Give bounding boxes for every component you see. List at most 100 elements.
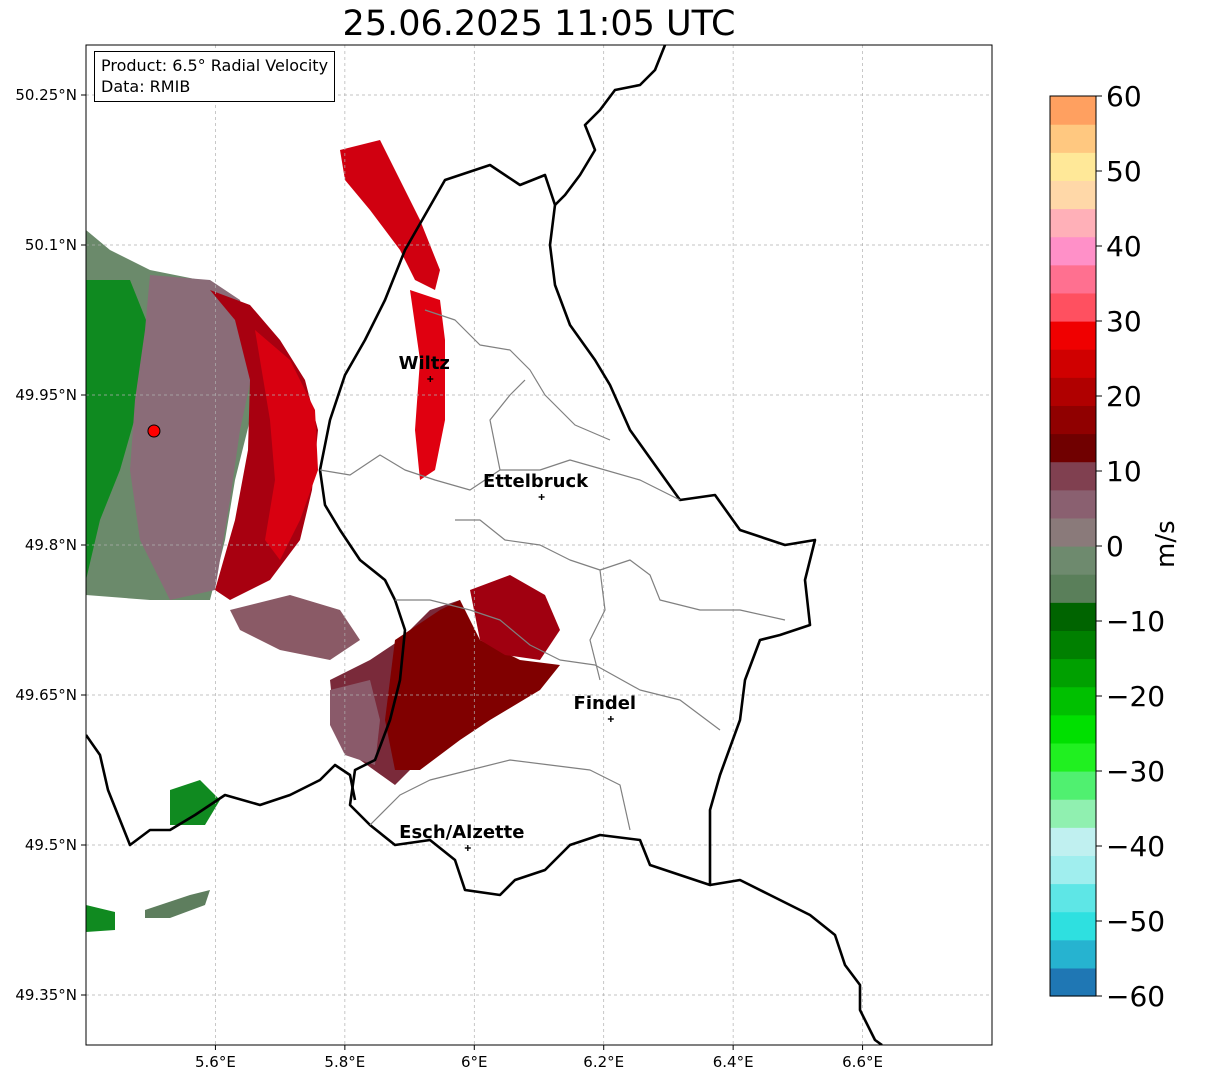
colorbar-tick-label: −30 (1106, 755, 1165, 788)
germany-france-border (709, 878, 883, 1045)
canton-luxembourg-east (589, 569, 606, 681)
colorbar-tick-label: 10 (1106, 455, 1142, 488)
lon-tick-label: 6.6°E (842, 1053, 883, 1071)
colorbar-tick-label: −20 (1106, 680, 1165, 713)
boundaries (86, 45, 883, 1045)
axis-ticks: 5.6°E 5.8°E 6°E 6.2°E 6.4°E 6.6°E 50.25°N 50.1°… (15, 86, 883, 1071)
canton-south-central (395, 599, 721, 731)
colorbar-tick-label: −50 (1106, 905, 1165, 938)
colorbar-segment (1050, 799, 1096, 828)
colorbar: 60 50 40 30 20 10 0 −10 −20 −30 −40 −50 −60 (1049, 80, 1165, 1013)
colorbar-segment (1050, 264, 1096, 294)
colorbar-segment (1050, 630, 1096, 660)
colorbar-segment (1050, 377, 1096, 406)
colorbar-tick-label: 20 (1106, 380, 1142, 413)
colorbar-segment (1050, 911, 1096, 941)
colorbar-segment (1050, 124, 1096, 153)
lat-tick-label: 49.35°N (15, 986, 77, 1004)
lon-tick-label: 5.8°E (324, 1053, 365, 1071)
map-title: 25.06.2025 11:05 UTC (342, 4, 736, 44)
colorbar-segment (1050, 714, 1096, 744)
lon-tick-label: 6.4°E (713, 1053, 754, 1071)
colorbar-segment (1050, 855, 1096, 885)
lon-tick-label: 6°E (461, 1053, 488, 1071)
colorbar-tick-label: 30 (1106, 305, 1142, 338)
colorbar-segment (1050, 321, 1096, 350)
echo-bright-red-west (255, 330, 318, 560)
colorbar-segment (1050, 349, 1096, 378)
product-info-box: Product: 6.5° Radial Velocity Data: RMIB (94, 51, 336, 102)
belgium-france-border (86, 734, 357, 847)
data-source-label: Data: RMIB (101, 77, 191, 96)
colorbar-segment (1050, 827, 1096, 856)
colorbar-segment (1050, 602, 1096, 631)
canton-north-south (319, 454, 681, 501)
city-esch-alzette: Esch/Alzette (399, 822, 524, 851)
colorbar-segment (1050, 939, 1096, 969)
product-label: Product: 6.5° Radial Velocity (101, 56, 329, 75)
lat-tick-label: 49.8°N (25, 536, 77, 554)
colorbar-segment (1050, 546, 1096, 575)
colorbar-tick-label: −10 (1106, 605, 1165, 638)
colorbar-segment (1050, 489, 1096, 519)
colorbar-segment (1050, 883, 1096, 913)
lat-tick-label: 49.95°N (15, 386, 77, 404)
echo-green-patch (170, 780, 220, 825)
lat-tick-label: 50.25°N (15, 86, 77, 104)
colorbar-segment (1050, 686, 1096, 716)
city-ettelbruck: Ettelbruck (483, 471, 589, 500)
city-label: Ettelbruck (483, 471, 589, 492)
canton-wiltz-clervaux (424, 309, 611, 441)
echo-green-sw (86, 905, 115, 932)
colorbar-tick-label: 60 (1106, 80, 1142, 113)
city-label: Esch/Alzette (399, 822, 524, 843)
radar-site-marker (147, 424, 161, 438)
lat-tick-label: 49.5°N (25, 836, 77, 854)
colorbar-segment (1050, 96, 1096, 125)
lat-tick-label: 50.1°N (25, 236, 77, 254)
echo-mauve-west (130, 275, 255, 600)
colorbar-segment (1050, 292, 1096, 322)
colorbar-segment (1050, 433, 1096, 463)
colorbar-segment (1050, 967, 1096, 997)
city-label: Wiltz (399, 353, 450, 374)
colorbar-tick-label: −60 (1106, 980, 1165, 1013)
colorbar-segment (1050, 574, 1096, 603)
colorbar-segment (1050, 771, 1096, 800)
colorbar-segment (1050, 405, 1096, 435)
colorbar-tick-label: 40 (1106, 230, 1142, 263)
echo-wiltz-streak (410, 290, 445, 480)
colorbar-tick-label: −40 (1106, 830, 1165, 863)
echo-green-west (86, 280, 150, 580)
canton-diekirch (489, 379, 526, 471)
city-wiltz: Wiltz (399, 353, 450, 382)
echo-grey-sw (145, 890, 210, 918)
echo-south-north (470, 575, 560, 660)
colorbar-segment (1050, 236, 1096, 266)
colorbar-segment (1050, 517, 1096, 547)
lat-tick-label: 49.65°N (15, 686, 77, 704)
colorbar-segment (1050, 461, 1096, 491)
echo-south-mauve (330, 680, 380, 765)
canton-esch (369, 759, 631, 831)
colorbar-segment (1050, 658, 1096, 688)
luxembourg-border (318, 163, 817, 897)
canton-central (455, 519, 786, 621)
echo-sw-tail (230, 595, 360, 660)
city-layer: Wiltz Ettelbruck Findel Esch/Alzette (147, 353, 637, 851)
colorbar-tick-label: 50 (1106, 155, 1142, 188)
echo-south-core (385, 600, 560, 770)
lon-tick-label: 5.6°E (195, 1053, 236, 1071)
colorbar-unit-label: m/s (1151, 520, 1181, 568)
colorbar-segment (1050, 208, 1096, 238)
city-findel: Findel (574, 693, 637, 722)
colorbar-tick-label: 0 (1106, 530, 1124, 563)
echo-north-streak (340, 140, 440, 290)
colorbar-segment (1050, 742, 1096, 772)
city-label: Findel (574, 693, 637, 714)
colorbar-segment (1050, 152, 1096, 181)
radar-echo-layer (86, 140, 560, 932)
colorbar-segment (1050, 180, 1096, 210)
lon-tick-label: 6.2°E (583, 1053, 624, 1071)
